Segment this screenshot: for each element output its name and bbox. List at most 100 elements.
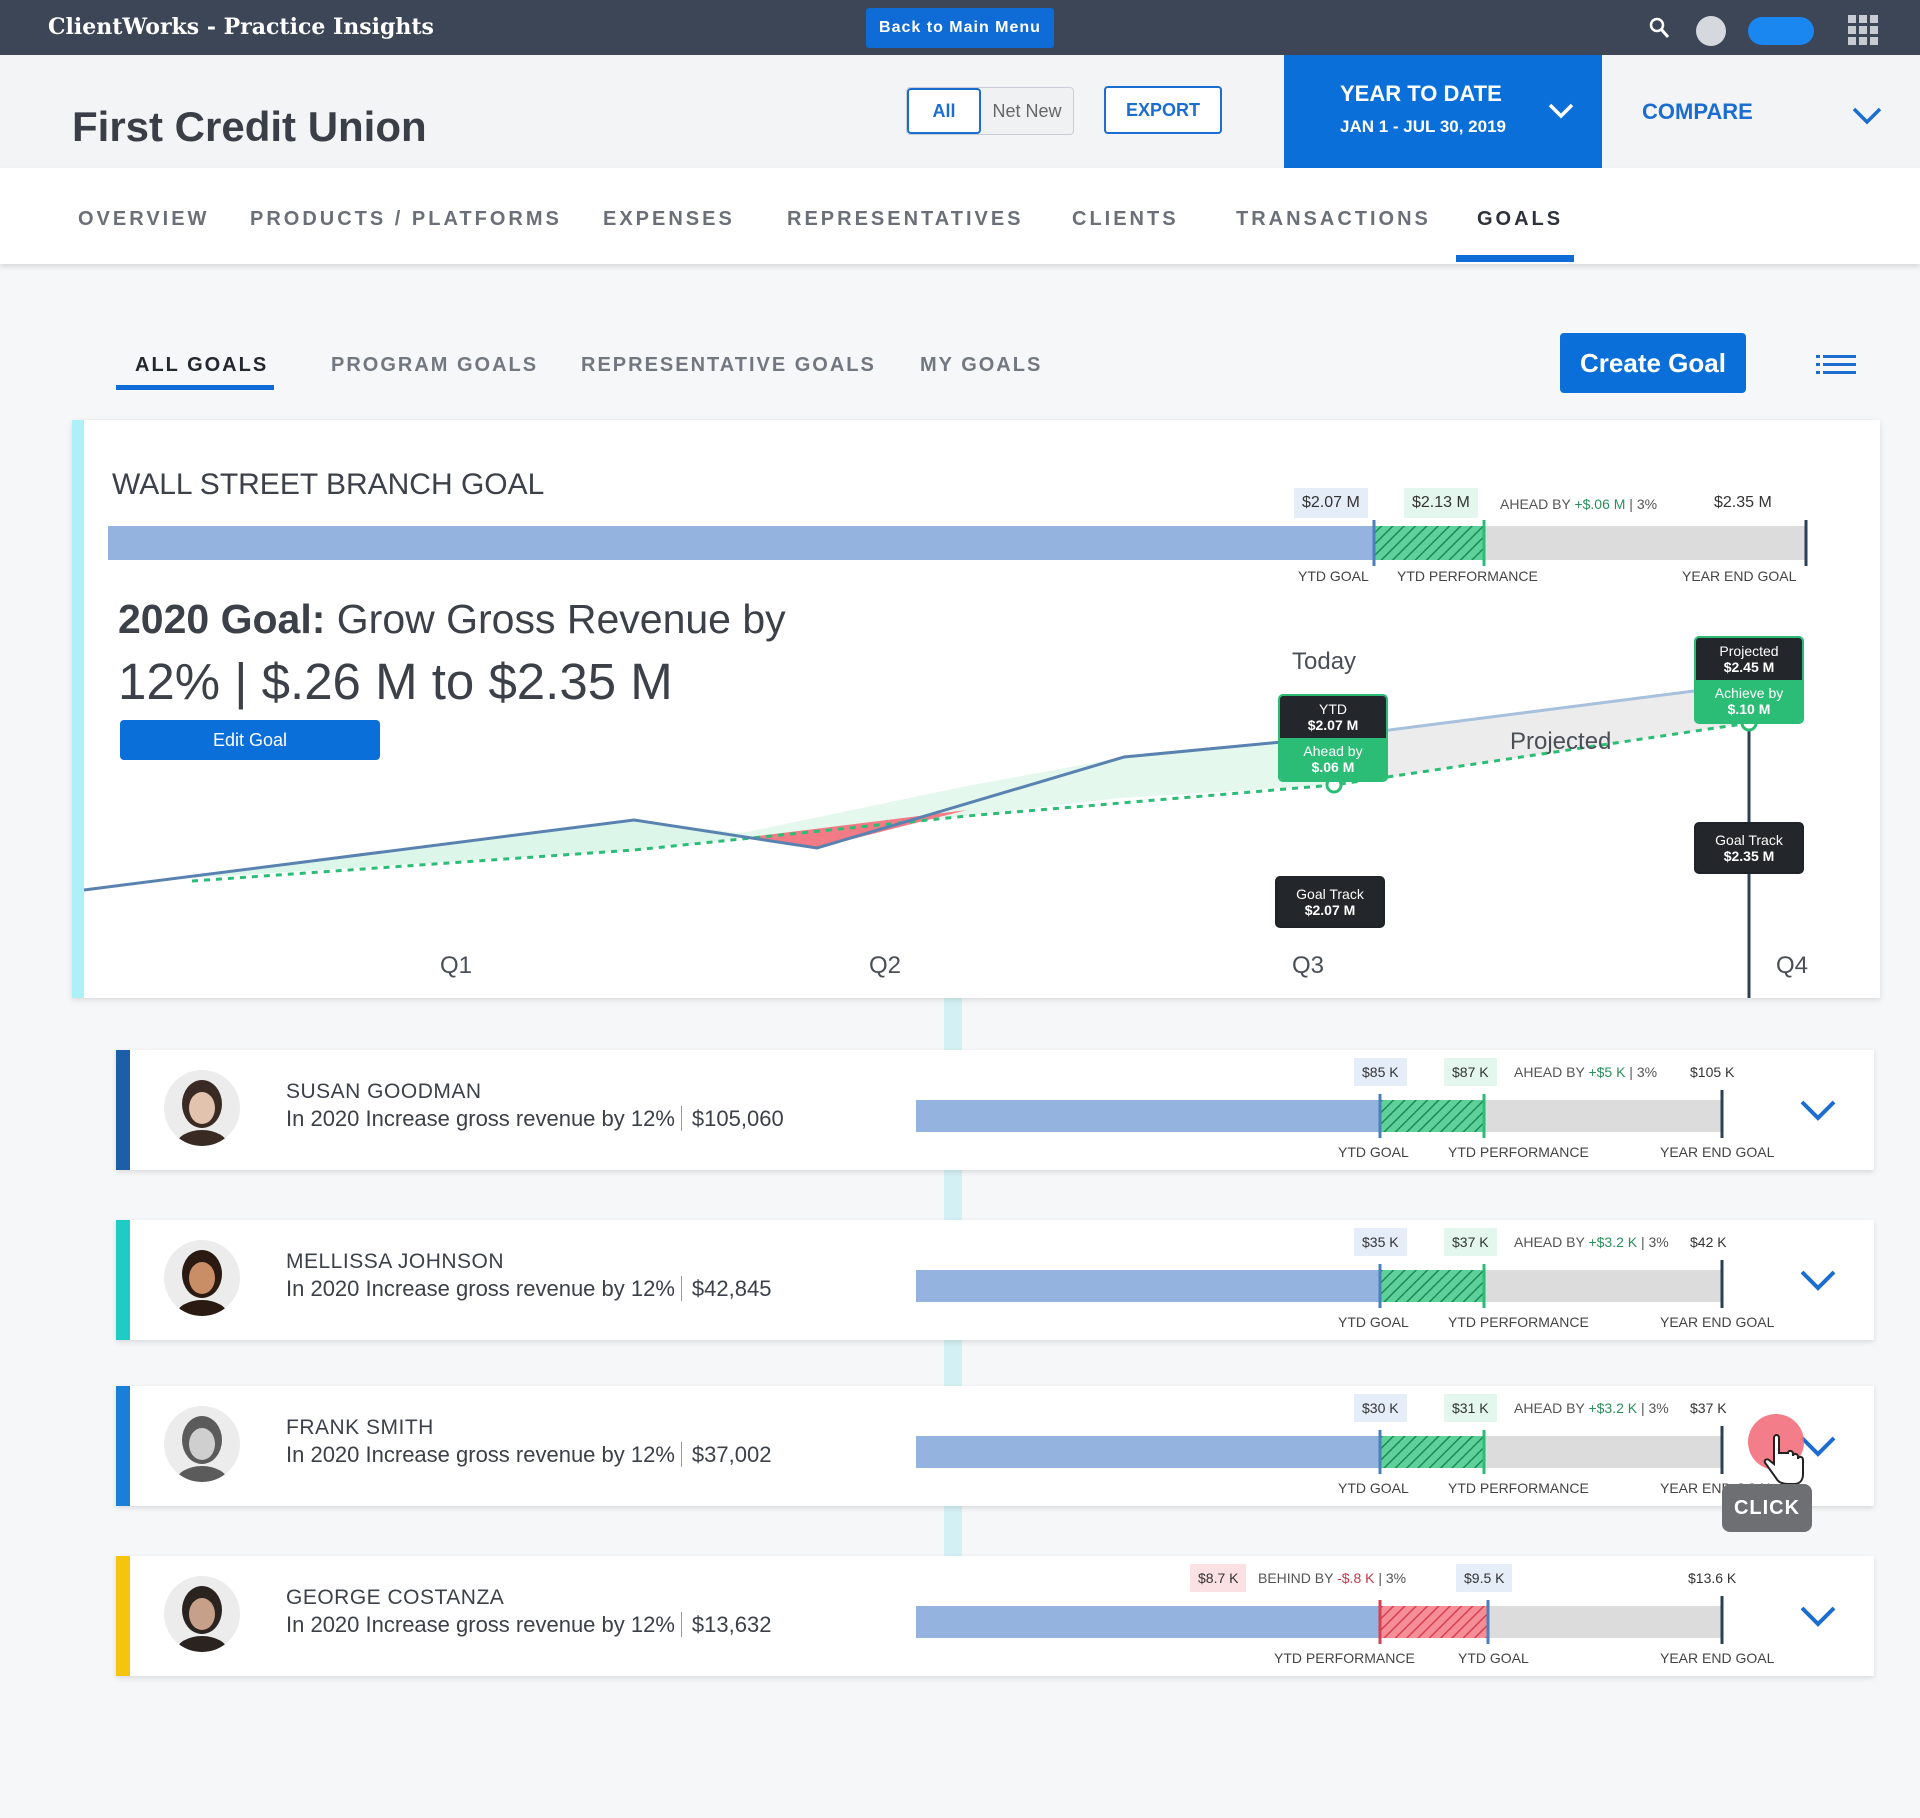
- chevron-down-icon[interactable]: [1798, 1264, 1838, 1294]
- rep-goal-desc: In 2020 Increase gross revenue by 12% $42…: [286, 1276, 772, 1302]
- apps-grid-icon[interactable]: [1848, 15, 1878, 45]
- rep-goal-row[interactable]: GEORGE COSTANZA In 2020 Increase gross r…: [116, 1556, 1874, 1676]
- projected-tooltip: Projected $2.45 M Achieve by $.10 M: [1694, 636, 1804, 724]
- ytd-goal-label: YTD GOAL: [1298, 568, 1369, 584]
- tooltip-title: Goal Track: [1715, 832, 1783, 848]
- hand-cursor-icon: [1763, 1434, 1804, 1485]
- rep-accent-bar: [116, 1220, 130, 1340]
- rep-goal-row[interactable]: FRANK SMITH In 2020 Increase gross reven…: [116, 1386, 1874, 1506]
- compare-selector[interactable]: COMPARE: [1602, 55, 1920, 168]
- year-end-value: $13.6 K: [1688, 1570, 1737, 1586]
- q4-label: Q4: [1776, 952, 1809, 979]
- goal-amount: $37,002: [680, 1442, 772, 1467]
- tooltip-value: $2.45 M: [1723, 659, 1775, 675]
- ytd-perf-value: $37 K: [1444, 1228, 1497, 1256]
- rep-progress-bar: [916, 1426, 1724, 1474]
- search-icon[interactable]: [1648, 16, 1672, 40]
- rep-name: FRANK SMITH: [286, 1416, 434, 1439]
- rep-progress-bar: [916, 1260, 1724, 1308]
- tooltip-value: $2.07 M: [1307, 717, 1359, 733]
- tab-goals[interactable]: GOALS: [1477, 208, 1564, 230]
- rep-goal-desc: In 2020 Increase gross revenue by 12% $37…: [286, 1442, 772, 1468]
- progress-fill: [916, 1270, 1380, 1302]
- year-end-label: YEAR END GOAL: [1660, 1650, 1775, 1666]
- back-to-main-menu-button[interactable]: Back to Main Menu: [866, 8, 1054, 48]
- ytd-goal-label: YTD GOAL: [1338, 1144, 1409, 1160]
- ytd-goal-label: YTD GOAL: [1338, 1314, 1409, 1330]
- status: AHEAD BY +$5 K | 3%: [1506, 1058, 1665, 1086]
- app-bar: ClientWorks - Practice Insights Back to …: [0, 0, 1920, 55]
- tooltip-title: Ahead by: [1303, 743, 1363, 759]
- progress-fill: [916, 1606, 1380, 1638]
- client-title: First Credit Union: [72, 103, 427, 150]
- ahead-text: AHEAD BY: [1500, 496, 1575, 512]
- subtab-all-goals[interactable]: ALL GOALS: [135, 354, 269, 376]
- ytd-perf-label: YTD PERFORMANCE: [1274, 1650, 1415, 1666]
- tab-expenses[interactable]: EXPENSES: [603, 208, 735, 230]
- tab-overview[interactable]: OVERVIEW: [78, 208, 210, 230]
- ahead-pct: | 3%: [1625, 496, 1658, 512]
- ytd-goal-label: YTD GOAL: [1458, 1650, 1529, 1666]
- ytd-perf-label: YTD PERFORMANCE: [1397, 568, 1538, 584]
- progress-variance: [1380, 1606, 1488, 1638]
- toggle-switch[interactable]: [1748, 17, 1814, 45]
- status-value: -$.8 K: [1337, 1570, 1375, 1586]
- avatar: [164, 1576, 240, 1652]
- rep-goal-row[interactable]: MELLISSA JOHNSON In 2020 Increase gross …: [116, 1220, 1874, 1340]
- ytd-perf-value: $31 K: [1444, 1394, 1497, 1422]
- toggle-all[interactable]: All: [907, 88, 981, 134]
- year-end-value: $42 K: [1690, 1234, 1727, 1250]
- ytd-perf-label: YTD PERFORMANCE: [1448, 1314, 1589, 1330]
- tab-clients[interactable]: CLIENTS: [1072, 208, 1179, 230]
- page-header: First Credit Union All Net New EXPORT YE…: [0, 55, 1920, 168]
- edit-goal-button[interactable]: Edit Goal: [120, 720, 380, 760]
- q1-label: Q1: [440, 952, 473, 979]
- goal-track-line: [191, 721, 1750, 883]
- tab-products-platforms[interactable]: PRODUCTS / PLATFORMS: [250, 208, 562, 230]
- subtab-my-goals[interactable]: MY GOALS: [920, 354, 1043, 376]
- branch-goal-title: WALL STREET BRANCH GOAL: [112, 468, 545, 501]
- ahead-area-start: [192, 820, 742, 878]
- chevron-down-icon[interactable]: [1798, 1094, 1838, 1124]
- ytd-goal-value: $35 K: [1354, 1228, 1407, 1256]
- avatar: [164, 1240, 240, 1316]
- goal-subline: 12% | $.26 M to $2.35 M: [118, 653, 673, 710]
- ytd-goal-value: $30 K: [1354, 1394, 1407, 1422]
- create-goal-button[interactable]: Create Goal: [1560, 333, 1746, 393]
- progress-fill-ahead: [1374, 526, 1484, 560]
- status-text: AHEAD BY: [1514, 1400, 1589, 1416]
- card-connector: [944, 998, 962, 1050]
- list-view-icon[interactable]: [1816, 352, 1856, 378]
- chevron-down-icon[interactable]: [1798, 1600, 1838, 1630]
- active-tab-indicator: [1456, 255, 1574, 262]
- tab-representatives[interactable]: REPRESENTATIVES: [787, 208, 1024, 230]
- ytd-perf-label: YTD PERFORMANCE: [1448, 1480, 1589, 1496]
- status-pct: | 3%: [1625, 1064, 1658, 1080]
- rep-goal-row[interactable]: SUSAN GOODMAN In 2020 Increase gross rev…: [116, 1050, 1874, 1170]
- status-text: AHEAD BY: [1514, 1234, 1589, 1250]
- export-button[interactable]: EXPORT: [1104, 86, 1222, 134]
- ytd-goal-value: $2.07 M: [1294, 488, 1368, 518]
- progress-fill: [916, 1436, 1380, 1468]
- main-nav: OVERVIEW PRODUCTS / PLATFORMS EXPENSES R…: [0, 168, 1920, 264]
- rep-name: SUSAN GOODMAN: [286, 1080, 482, 1103]
- card-connector: [944, 1506, 962, 1556]
- status: BEHIND BY -$.8 K | 3%: [1250, 1564, 1414, 1592]
- status-text: AHEAD BY: [1514, 1064, 1589, 1080]
- status-pct: | 3%: [1374, 1570, 1407, 1586]
- status: AHEAD BY +$3.2 K | 3%: [1506, 1394, 1677, 1422]
- tab-transactions[interactable]: TRANSACTIONS: [1236, 208, 1431, 230]
- goal-text: In 2020 Increase gross revenue by 12%: [286, 1106, 675, 1131]
- user-avatar-icon[interactable]: [1696, 16, 1726, 46]
- goal-text: In 2020 Increase gross revenue by 12%: [286, 1276, 675, 1301]
- status-value: +$3.2 K: [1588, 1234, 1638, 1250]
- chevron-down-icon[interactable]: [1798, 1430, 1838, 1460]
- subtab-representative-goals[interactable]: REPRESENTATIVE GOALS: [581, 354, 876, 376]
- rep-name: GEORGE COSTANZA: [286, 1586, 505, 1609]
- toggle-net-new[interactable]: Net New: [992, 100, 1062, 121]
- avatar: [164, 1070, 240, 1146]
- today-label: Today: [1292, 648, 1357, 675]
- subtab-program-goals[interactable]: PROGRAM GOALS: [331, 354, 539, 376]
- click-label: CLICK: [1722, 1484, 1812, 1532]
- period-selector[interactable]: YEAR TO DATE JAN 1 - JUL 30, 2019: [1284, 55, 1602, 168]
